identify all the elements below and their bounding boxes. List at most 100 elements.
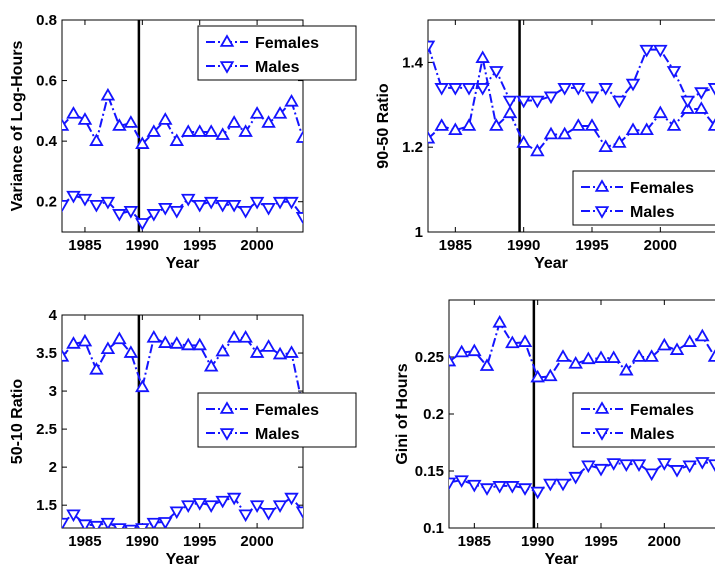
- series-females-point: [461, 118, 477, 131]
- y-tick-label: 0.6: [36, 73, 57, 90]
- x-tick-label: 2000: [648, 533, 681, 550]
- series-females-point: [169, 133, 185, 146]
- series-females-point: [682, 334, 697, 347]
- series-females-point: [180, 124, 196, 137]
- series-females-point: [146, 330, 162, 343]
- series-females-point: [479, 358, 495, 371]
- series-females-point: [502, 105, 518, 119]
- x-tick-label: 1985: [458, 533, 491, 550]
- series-males-point: [557, 83, 572, 96]
- series-males-point: [249, 196, 265, 210]
- series-males-line: [428, 45, 715, 103]
- series-females-point: [112, 331, 127, 345]
- legend: Females Males: [572, 170, 715, 226]
- x-axis-label: Year: [534, 255, 568, 272]
- series-males-point: [448, 83, 463, 96]
- series-males-point: [707, 83, 715, 96]
- chart-panel-4: 1985 1990 1995 2000 0.1 0.15 0.2 0.25 Year Gini o…: [394, 299, 715, 568]
- series-males-point: [203, 500, 219, 513]
- series-females-point: [644, 349, 659, 362]
- series-females-point: [249, 345, 265, 358]
- series-females-point: [631, 349, 647, 362]
- series-males-point: [123, 524, 139, 528]
- series-males-point: [461, 83, 477, 96]
- y-tick-label: 1.2: [402, 139, 423, 156]
- series-males-point: [625, 78, 641, 92]
- series-females-point: [639, 122, 654, 136]
- series-females-point: [625, 122, 641, 136]
- series-females-point: [158, 335, 173, 348]
- series-males-point: [135, 218, 150, 231]
- series-males-point: [158, 202, 173, 216]
- axes-box: [61, 314, 304, 529]
- series-females-point: [598, 139, 613, 153]
- series-females-point: [100, 341, 116, 355]
- legend-label: Females: [255, 35, 319, 52]
- x-tick-label: 1985: [439, 237, 472, 254]
- series-females-point: [272, 106, 288, 119]
- legend-marker: [219, 401, 235, 414]
- series-males-point: [612, 95, 627, 109]
- x-axis-label: Year: [545, 551, 579, 568]
- series-males-point: [180, 500, 196, 513]
- series-males-point: [475, 83, 490, 96]
- series-females-point: [135, 379, 150, 393]
- series-females-point: [295, 130, 303, 143]
- legend: Females Males: [197, 25, 357, 81]
- series-females-point: [66, 336, 81, 349]
- legend-marker: [594, 401, 610, 414]
- series-males-point: [479, 483, 495, 496]
- series-males-point: [543, 478, 558, 492]
- series-females-point: [272, 346, 288, 360]
- series-females-point: [449, 353, 457, 367]
- series-females-point: [89, 361, 104, 375]
- y-tick-label: 0.2: [36, 194, 57, 211]
- series-females-point: [203, 124, 219, 137]
- series-females-point: [584, 118, 600, 131]
- series-females-point: [238, 124, 253, 137]
- series-females-point: [123, 115, 139, 128]
- series-males-point: [492, 481, 507, 494]
- y-tick-label: 0.8: [36, 12, 57, 29]
- series-males-point: [66, 509, 81, 523]
- series-males-point: [62, 199, 70, 213]
- series-males-point: [123, 205, 139, 219]
- y-tick-label: 1: [415, 224, 423, 241]
- y-tick-label: 3.5: [36, 345, 57, 362]
- series-males-point: [146, 517, 162, 528]
- series-males-point: [593, 463, 609, 477]
- legend-label: Males: [255, 426, 300, 443]
- series-males-point: [158, 517, 173, 528]
- series-females-point: [215, 343, 230, 357]
- series-females-point: [284, 93, 299, 107]
- legend-box: [572, 170, 715, 226]
- series-females-point: [428, 130, 436, 144]
- series-females-point: [543, 368, 558, 382]
- y-tick-label: 0.15: [415, 463, 444, 480]
- legend: Females Males: [197, 392, 357, 448]
- series-males-line: [62, 194, 303, 225]
- legend-label: Females: [255, 402, 319, 419]
- x-tick-label: 1990: [126, 533, 159, 550]
- series-females-point: [261, 339, 276, 352]
- series-males-point: [169, 205, 185, 219]
- series-females-point: [505, 335, 520, 349]
- y-tick-label: 0.2: [423, 406, 444, 423]
- series-females-point: [694, 101, 709, 114]
- series-males-point: [516, 95, 531, 109]
- series-females-point: [158, 112, 173, 125]
- series-males-point: [89, 199, 104, 213]
- y-tick-label: 2.5: [36, 421, 57, 438]
- y-tick-label: 3: [49, 383, 57, 400]
- series-females-point: [180, 337, 196, 351]
- series-males-point: [682, 460, 697, 474]
- legend-label: Males: [630, 204, 675, 221]
- series-females-point: [543, 126, 559, 140]
- series-females-point: [619, 362, 634, 376]
- legend-marker: [219, 34, 235, 47]
- x-tick-label: 1995: [584, 533, 617, 550]
- series-females-point: [192, 337, 207, 351]
- series-females-point: [77, 112, 93, 125]
- series-males-point: [571, 83, 586, 96]
